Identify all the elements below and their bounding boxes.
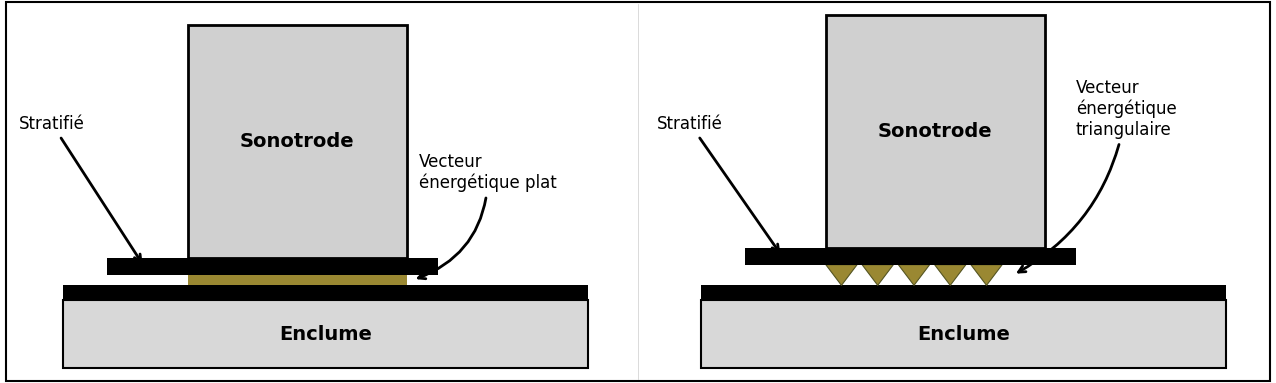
Bar xyxy=(107,258,438,275)
Text: Vecteur
énergétique
triangulaire: Vecteur énergétique triangulaire xyxy=(1018,79,1176,272)
Text: Stratifié: Stratifié xyxy=(657,115,778,251)
Bar xyxy=(701,300,1226,368)
Polygon shape xyxy=(826,265,857,285)
Bar xyxy=(188,275,407,285)
Bar xyxy=(745,248,1076,265)
Polygon shape xyxy=(971,265,1002,285)
Text: Stratifié: Stratifié xyxy=(19,115,140,262)
Text: Vecteur
énergétique plat: Vecteur énergétique plat xyxy=(419,153,556,279)
Polygon shape xyxy=(863,265,893,285)
FancyBboxPatch shape xyxy=(188,25,407,258)
Bar xyxy=(701,285,1226,300)
Polygon shape xyxy=(898,265,930,285)
Text: Enclume: Enclume xyxy=(917,325,1009,344)
Text: Enclume: Enclume xyxy=(279,325,371,344)
Bar xyxy=(63,285,588,300)
Text: Sonotrode: Sonotrode xyxy=(878,122,993,141)
Text: Sonotrode: Sonotrode xyxy=(240,132,355,151)
Bar xyxy=(63,300,588,368)
FancyBboxPatch shape xyxy=(826,15,1045,248)
Polygon shape xyxy=(934,265,966,285)
